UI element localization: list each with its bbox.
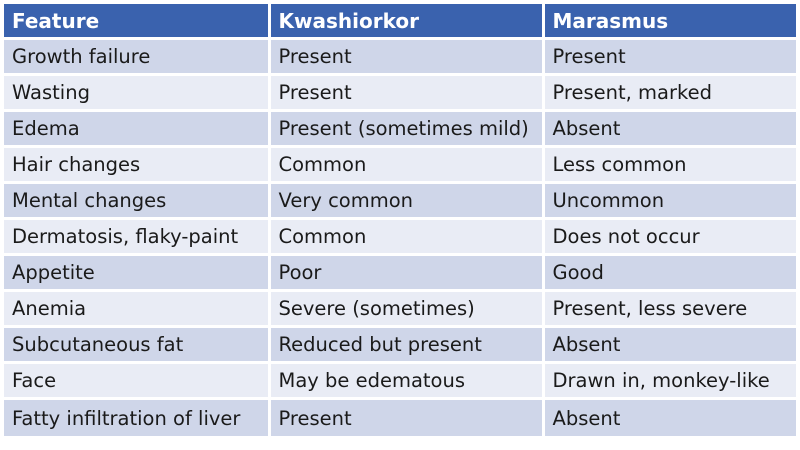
marasmus-cell: Absent [543, 325, 796, 363]
marasmus-cell: Does not occur [543, 217, 796, 255]
table-row: Growth failure Present Present [4, 37, 796, 75]
marasmus-cell: Less common [543, 145, 796, 183]
marasmus-cell: Present, less severe [543, 289, 796, 327]
feature-cell: Mental changes [4, 181, 271, 219]
comparison-table-container: Feature Kwashiorkor Marasmus Growth fail… [4, 4, 796, 446]
kwashiorkor-cell: Present [269, 37, 545, 75]
feature-cell: Hair changes [4, 145, 271, 183]
kwashiorkor-cell: Present [269, 73, 545, 111]
feature-cell: Subcutaneous fat [4, 325, 271, 363]
header-marasmus: Marasmus [543, 4, 796, 39]
feature-cell: Wasting [4, 73, 271, 111]
feature-cell: Anemia [4, 289, 271, 327]
marasmus-cell: Uncommon [543, 181, 796, 219]
table-row: Anemia Severe (sometimes) Present, less … [4, 289, 796, 327]
feature-cell: Growth failure [4, 37, 271, 75]
table-row: Face May be edematous Drawn in, monkey-l… [4, 361, 796, 399]
header-kwashiorkor: Kwashiorkor [269, 4, 545, 39]
marasmus-cell: Absent [543, 109, 796, 147]
kwashiorkor-cell: Severe (sometimes) [269, 289, 545, 327]
table-row: Subcutaneous fat Reduced but present Abs… [4, 325, 796, 363]
feature-cell: Face [4, 361, 271, 399]
kwashiorkor-cell: Very common [269, 181, 545, 219]
table-row: Mental changes Very common Uncommon [4, 181, 796, 219]
kwashiorkor-cell: Present (sometimes mild) [269, 109, 545, 147]
comparison-table: Feature Kwashiorkor Marasmus Growth fail… [4, 4, 796, 436]
table-header-row: Feature Kwashiorkor Marasmus [4, 4, 796, 39]
kwashiorkor-cell: Reduced but present [269, 325, 545, 363]
feature-cell: Appetite [4, 253, 271, 291]
feature-cell: Edema [4, 109, 271, 147]
marasmus-cell: Present [543, 37, 796, 75]
table-row: Hair changes Common Less common [4, 145, 796, 183]
kwashiorkor-cell: Common [269, 145, 545, 183]
kwashiorkor-cell: Poor [269, 253, 545, 291]
kwashiorkor-cell: Common [269, 217, 545, 255]
marasmus-cell: Present, marked [543, 73, 796, 111]
feature-cell: Fatty infiltration of liver [4, 397, 271, 436]
kwashiorkor-cell: May be edematous [269, 361, 545, 399]
table-row: Fatty infiltration of liver Present Abse… [4, 397, 796, 436]
kwashiorkor-cell: Present [269, 397, 545, 436]
marasmus-cell: Absent [543, 397, 796, 436]
table-row: Appetite Poor Good [4, 253, 796, 291]
table-row: Dermatosis, flaky-paint Common Does not … [4, 217, 796, 255]
marasmus-cell: Drawn in, monkey-like [543, 361, 796, 399]
feature-cell: Dermatosis, flaky-paint [4, 217, 271, 255]
table-row: Edema Present (sometimes mild) Absent [4, 109, 796, 147]
table-row: Wasting Present Present, marked [4, 73, 796, 111]
header-feature: Feature [4, 4, 271, 39]
marasmus-cell: Good [543, 253, 796, 291]
